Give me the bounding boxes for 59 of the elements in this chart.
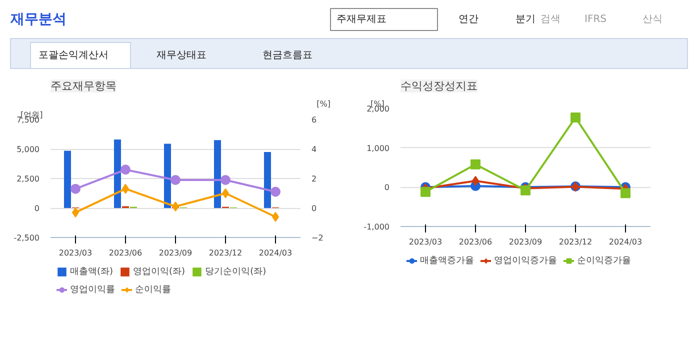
legend-label: 순이익증가율	[577, 255, 631, 267]
legend-label: 매출액증가율	[420, 255, 474, 267]
chart-title: 수익성장성지표	[400, 80, 478, 92]
x-tick-label: 2024/03	[258, 248, 292, 258]
point	[620, 188, 630, 198]
y2-tick-label: 4	[312, 145, 317, 154]
text: 포괄손익계산서	[38, 50, 108, 61]
y-tick-label: 0	[34, 204, 40, 213]
y-tick-label: 2,000	[366, 104, 390, 114]
x-tick-label: 2023/03	[408, 238, 442, 246]
legend-label: 순이익률	[135, 284, 171, 296]
x-tick-label: 2023/09	[508, 238, 542, 246]
y-tick-label: 2,500	[16, 174, 40, 184]
bar	[64, 150, 71, 208]
y2-axis-title: [%]	[316, 100, 330, 108]
point	[220, 174, 230, 185]
y2-tick-label: 0	[312, 204, 317, 213]
text: IFRS	[584, 14, 606, 25]
text: 연간	[458, 14, 478, 25]
y-tick-label: -1,000	[364, 222, 390, 232]
text: 재무상태표	[156, 50, 206, 61]
legend-label: 당기순이익(좌)	[205, 266, 266, 278]
bar	[214, 140, 221, 208]
text: 검색	[540, 14, 560, 25]
x-tick-label: 2023/06	[458, 238, 492, 246]
x-tick-label: 2023/03	[58, 248, 92, 258]
y-tick-label: 7,500	[16, 116, 40, 124]
x-tick-label: 2023/09	[158, 248, 192, 258]
x-tick-label: 2024/03	[608, 238, 642, 246]
bar	[114, 140, 121, 208]
legend-label: 영업이익률	[70, 284, 115, 296]
x-tick-label: 2023/06	[108, 248, 142, 258]
y-tick-label: -2,500	[14, 234, 40, 242]
y2-tick-label: 2	[312, 174, 317, 184]
point	[270, 186, 280, 197]
y2-tick-label: −2	[312, 234, 324, 242]
bar	[264, 152, 271, 208]
text: 주재무제표	[336, 14, 386, 25]
point	[170, 174, 180, 185]
y2-tick-label: 6	[312, 116, 317, 124]
point	[420, 186, 430, 197]
text: 현금흐름표	[262, 50, 312, 61]
point	[70, 184, 80, 194]
bar	[164, 144, 171, 208]
point	[470, 159, 480, 170]
legend-label: 매출액(좌)	[70, 266, 114, 278]
legend-label: 영업이익증가율	[494, 255, 557, 267]
y-tick-label: 5,000	[16, 145, 40, 154]
x-tick-label: 2023/12	[558, 238, 592, 246]
text: 재무분석	[10, 12, 66, 28]
y-tick-label: 1,000	[366, 144, 390, 153]
text: 분기	[516, 14, 536, 25]
text: 산식	[642, 14, 662, 25]
point	[570, 112, 580, 123]
legend-label: 영업이익(좌)	[133, 266, 186, 278]
point	[120, 164, 130, 175]
x-tick-label: 2023/12	[208, 248, 242, 258]
chart-title: 주요재무항목	[50, 80, 116, 92]
y-tick-label: 0	[384, 183, 390, 192]
